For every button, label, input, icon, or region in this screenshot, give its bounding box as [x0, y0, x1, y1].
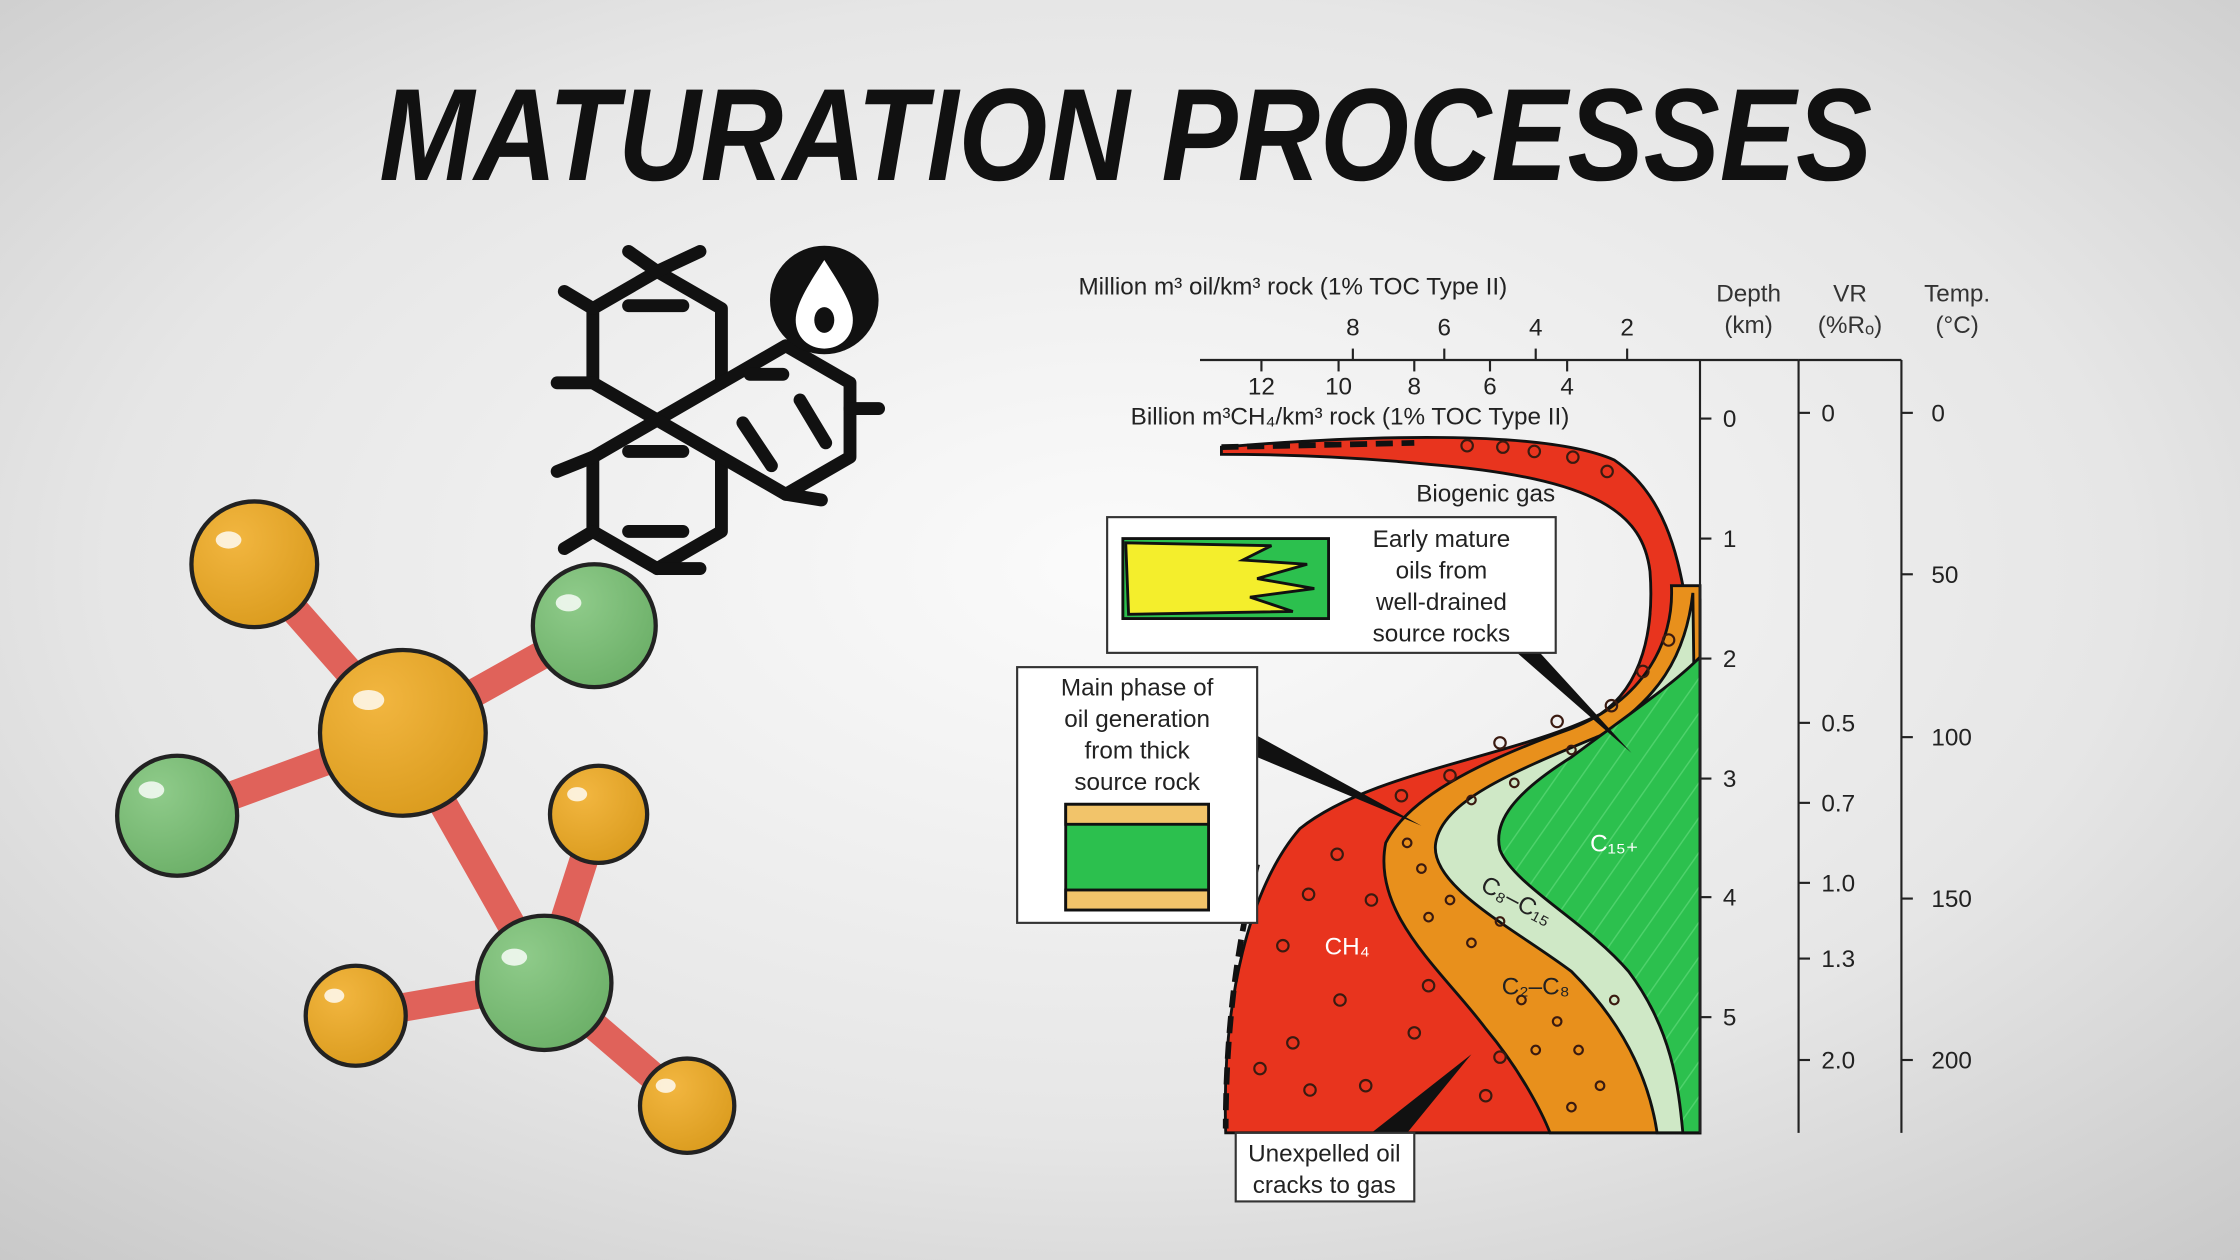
gas-tick-label: 10: [1325, 373, 1352, 400]
callout-line: Unexpelled oil: [1248, 1140, 1400, 1167]
callout-line: Early mature: [1373, 526, 1511, 553]
vr-tick-label: 0.7: [1821, 790, 1855, 817]
vr-tick-label: 1.3: [1821, 946, 1855, 973]
callout-line: cracks to gas: [1253, 1172, 1396, 1199]
temp-tick-label: 50: [1931, 562, 1958, 589]
gas-tick-label: 12: [1248, 373, 1275, 400]
vr-tick-label: 2.0: [1821, 1048, 1855, 1075]
callout-line: Main phase of: [1061, 675, 1214, 702]
ch4-label: CH₄: [1325, 933, 1370, 960]
temp-tick-label: 0: [1931, 400, 1944, 427]
depth-tick-label: 2: [1723, 646, 1736, 673]
callout-line: source rock: [1074, 769, 1200, 796]
depth-header: (km): [1724, 312, 1773, 339]
depth-tick-label: 3: [1723, 766, 1736, 793]
temp-tick-label: 150: [1931, 886, 1972, 913]
callout-line: source rocks: [1373, 620, 1511, 647]
depth-tick-label: 4: [1723, 885, 1736, 912]
title: MATURATION PROCESSES: [379, 61, 1872, 208]
aromatic-icon: [550, 245, 885, 575]
tick-group: 8 6 4 212 10 8 6 401234500.50.71.01.32.00501001…: [1248, 315, 1972, 1075]
vr-tick-label: 0: [1821, 400, 1834, 427]
temp-header: Temp.: [1924, 280, 1990, 307]
c15-label: C₁₅₊: [1590, 830, 1638, 857]
callout-text: Early mature oils from well-drained source …: [1061, 526, 1510, 1199]
gas-tick-label: 4: [1560, 373, 1573, 400]
callouts: [1016, 516, 1632, 1203]
callout-line: oil generation: [1064, 706, 1210, 733]
oil-axis-label: Million m³ oil/km³ rock (1% TOC Type II): [1078, 273, 1507, 300]
biogenic-label: Biogenic gas: [1416, 480, 1555, 507]
vr-tick-label: 0.5: [1821, 710, 1855, 737]
oil-tick-label: 8: [1346, 315, 1360, 342]
depth-tick-label: 1: [1723, 526, 1736, 553]
depth-tick-label: 5: [1723, 1005, 1736, 1032]
dots: [1253, 438, 1676, 1113]
oil-tick-label: 2: [1620, 315, 1633, 342]
callout-line: from thick: [1085, 738, 1191, 765]
callout-line: well-drained: [1375, 589, 1507, 616]
temp-header: (°C): [1935, 312, 1978, 339]
gas-tick-label: 6: [1483, 373, 1497, 400]
gas-tick-label: 8: [1408, 373, 1422, 400]
oil-tick-label: 6: [1438, 315, 1452, 342]
temp-tick-label: 200: [1931, 1048, 1972, 1075]
molecule-illustration: [115, 499, 737, 1155]
axes: [1200, 358, 1903, 1133]
callout-line: oils from: [1396, 558, 1488, 585]
vr-header: VR: [1833, 280, 1867, 307]
gas-axis-label: Billion m³CH₄/km³ rock (1% TOC Type II): [1131, 403, 1570, 430]
temp-tick-label: 100: [1931, 725, 1972, 752]
oil-tick-label: 4: [1529, 315, 1542, 342]
c15-zone: [1497, 653, 1702, 1135]
vr-tick-label: 1.0: [1821, 870, 1855, 897]
depth-header: Depth: [1716, 280, 1781, 307]
c2-c8-label: C₂–C₈: [1502, 973, 1570, 1000]
depth-tick-label: 0: [1723, 406, 1736, 433]
vr-header: (%Rₒ): [1818, 312, 1882, 339]
